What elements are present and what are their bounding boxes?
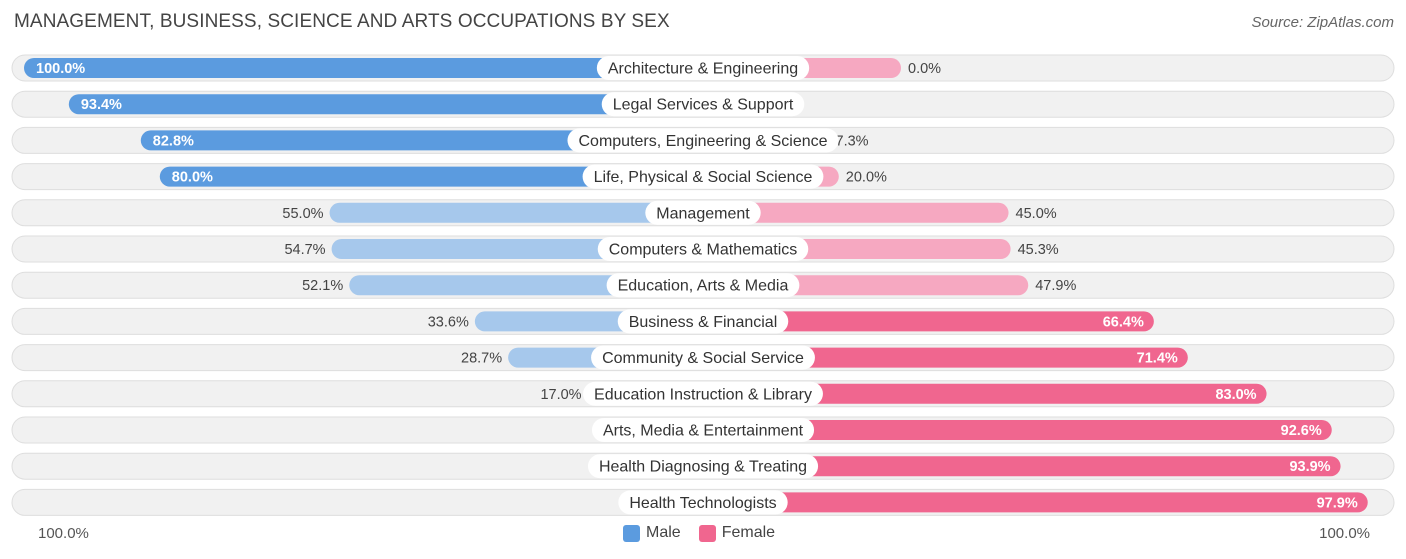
source-label: Source: ZipAtlas.com [1251,14,1394,31]
value-label-female: 66.4% [1103,314,1144,330]
value-label-male: 80.0% [172,170,213,186]
category-label: Architecture & Engineering [608,61,798,78]
value-label-male: 54.7% [284,242,325,258]
bar-male[interactable] [68,94,703,115]
value-label-female: 45.0% [1016,206,1057,222]
value-label-male: 28.7% [461,351,502,367]
category-label-pill [582,164,824,189]
category-label-pill [567,128,839,153]
category-label-pill [618,490,788,515]
category-label-pill [596,56,810,80]
value-label-female: 71.4% [1137,351,1178,367]
value-label-female: 92.6% [1281,423,1322,439]
category-label-pill [583,381,823,406]
category-label: Education Instruction & Library [594,386,812,403]
value-label-female: 20.0% [846,170,887,186]
axis-right-label: 100.0% [1319,525,1370,542]
value-label-male: 55.0% [282,206,323,222]
category-label-pill [587,454,819,479]
bar-female[interactable] [703,347,1188,368]
bar-female[interactable] [703,383,1267,404]
bar-male[interactable] [24,58,703,78]
axis-left-label: 100.0% [38,525,89,542]
category-label-pill [617,309,789,334]
value-label-male: 82.8% [153,133,194,149]
legend: Male Female [623,524,793,542]
bar-female[interactable] [703,420,1332,440]
value-label-female: 0.0% [908,61,941,77]
category-label: Community & Social Service [602,350,804,367]
bar-male[interactable] [140,130,704,151]
category-label: Health Technologists [629,495,776,512]
category-label: Management [656,205,750,222]
legend-item-female[interactable]: Female [698,524,776,542]
category-label: Computers, Engineering & Science [578,133,827,150]
value-label-female: 47.9% [1035,278,1076,294]
legend-label-male: Male [646,524,681,541]
category-label-pill [591,345,815,370]
category-label-pill [601,92,805,117]
category-label: Health Diagnosing & Treating [599,459,807,476]
legend-item-male[interactable]: Male [623,524,681,542]
bar-female[interactable] [703,202,1009,223]
category-label: Arts, Media & Entertainment [603,423,804,440]
bar-male[interactable] [159,166,704,187]
value-label-female: 97.9% [1317,495,1358,511]
category-label-pill [645,200,761,225]
legend-label-female: Female [721,524,776,541]
legend-swatch-male [623,524,640,542]
value-label-male: 93.4% [81,97,122,113]
value-label-male: 33.6% [428,314,469,330]
category-label: Education, Arts & Media [618,278,789,295]
value-label-male: 52.1% [302,278,343,294]
legend-swatch-female [698,524,716,542]
value-label-female: 83.0% [1215,387,1256,403]
value-label-female: 93.9% [1289,459,1330,475]
category-label-pill [591,418,815,442]
value-label-male: 17.0% [540,387,581,403]
category-label-pill [606,273,800,298]
bar-male[interactable] [329,202,703,223]
value-label-female: 45.3% [1018,242,1059,258]
category-label: Computers & Mathematics [609,242,798,259]
bar-female[interactable] [703,492,1368,513]
category-label: Life, Physical & Social Science [594,169,813,186]
bar-female[interactable] [703,311,1154,332]
bar-female[interactable] [703,456,1341,477]
category-label-pill [597,237,809,261]
value-label-male: 100.0% [36,61,85,77]
category-label: Business & Financial [629,314,778,331]
chart-title: MANAGEMENT, BUSINESS, SCIENCE AND ARTS O… [14,11,670,32]
category-label: Legal Services & Support [613,97,794,114]
